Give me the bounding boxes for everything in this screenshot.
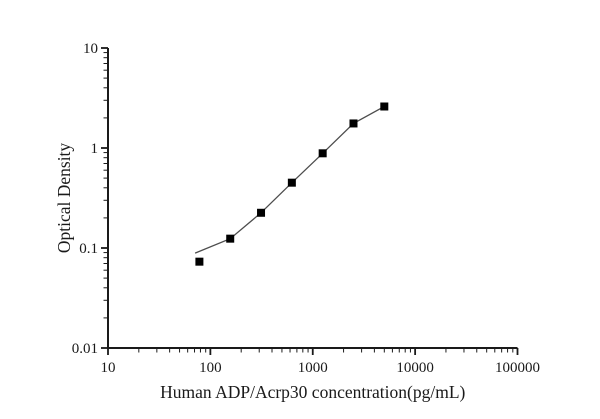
y-tick-label: 10 xyxy=(83,41,98,57)
data-point-marker xyxy=(380,102,389,111)
x-tick-label: 10000 xyxy=(396,360,434,376)
data-point-marker xyxy=(349,119,358,128)
data-point-marker xyxy=(257,208,266,217)
y-tick-label: 0.01 xyxy=(72,341,98,357)
y-tick-label: 0.1 xyxy=(79,241,98,257)
y-tick-label: 1 xyxy=(91,141,99,157)
data-point-marker xyxy=(318,149,327,158)
x-tick-label: 10 xyxy=(101,360,116,376)
data-point-marker xyxy=(195,257,204,266)
x-tick-label: 100 xyxy=(199,360,222,376)
y-axis-ticks: 0.01 0.1 1 10 xyxy=(72,41,108,357)
y-axis-title: Optical Density xyxy=(54,143,74,254)
x-axis-ticks: 10 100 1000 10000 100000 xyxy=(101,348,540,376)
x-axis-title: Human ADP/Acrp30 concentration(pg/mL) xyxy=(160,382,465,402)
x-tick-label: 1000 xyxy=(298,360,328,376)
axes xyxy=(107,48,518,349)
plot-area xyxy=(194,102,389,266)
data-point-marker xyxy=(287,178,296,187)
data-point-marker xyxy=(226,234,235,243)
x-tick-label: 100000 xyxy=(495,360,540,376)
